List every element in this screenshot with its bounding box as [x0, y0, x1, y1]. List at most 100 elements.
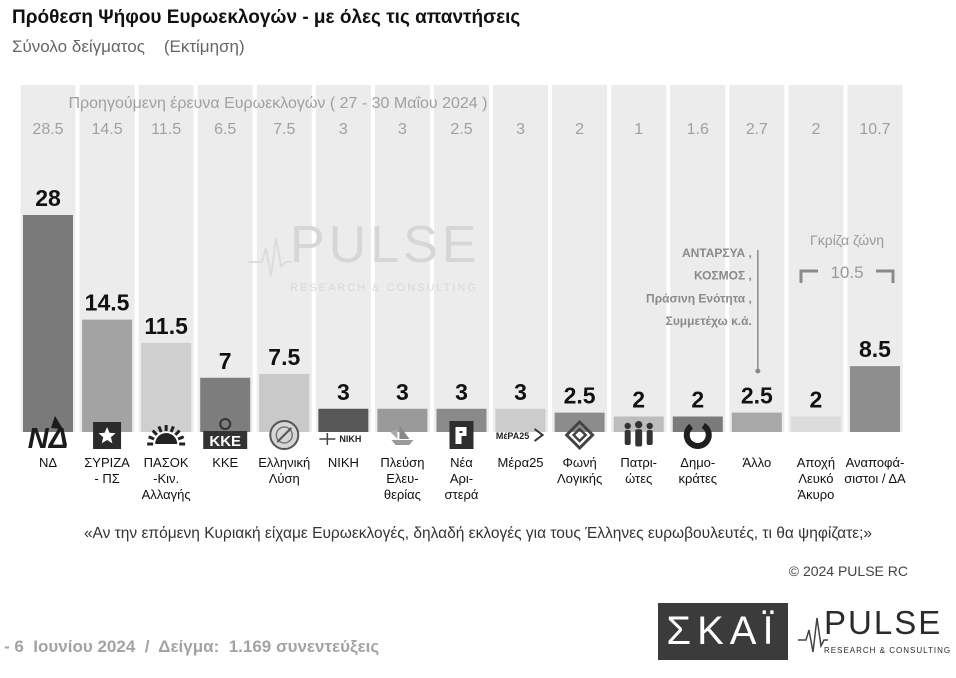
dimokrates-logo	[683, 421, 712, 449]
grey-zone-bracket-left	[799, 269, 818, 283]
value-label: 28	[35, 185, 61, 211]
category-label: ΝΔ	[38, 455, 58, 470]
bar	[377, 408, 428, 432]
figure-head	[635, 420, 643, 429]
previous-value: 2	[811, 121, 820, 138]
sun-ray	[157, 425, 163, 433]
watermark-text: PULSE	[290, 216, 481, 274]
previous-values: 28.5 14.5 11.5 6.5 7.5 3 3 2.5 3 2 1 1.6 2.7 2 10.7	[32, 121, 890, 138]
heartbeat-icon	[798, 617, 828, 653]
figure-body	[635, 429, 643, 447]
value-label: 2.5	[741, 383, 773, 409]
category-label: ΠΑΣΟΚ -Κιν. Αλλαγής	[141, 455, 191, 502]
previous-value: 10.7	[859, 121, 890, 138]
logo-mark-cut	[459, 431, 463, 433]
sun-ray	[148, 435, 155, 441]
boat-hull	[391, 440, 414, 445]
boat-sail	[390, 429, 398, 439]
previous-value: 2.5	[450, 121, 472, 138]
column-band	[552, 85, 608, 432]
value-label: 3	[396, 379, 409, 405]
patriotes-logo	[624, 420, 653, 447]
ring-shape	[683, 421, 712, 449]
category-label: Αναποφά- σιστοι / ΔΑ	[844, 455, 906, 486]
category-label: Μέρα25	[497, 455, 544, 470]
figure-body	[646, 430, 653, 445]
logo-text: ΜέΡΑ25	[496, 431, 529, 441]
column-band	[433, 85, 489, 432]
nd-flame-shape	[51, 416, 63, 429]
category-label: Πλεύση Ελευ- θερίας	[380, 455, 425, 502]
watermark-tagline: RESEARCH & CONSULTING	[290, 282, 478, 294]
value-label: 7.5	[268, 344, 300, 370]
bar-chart: PULSE RESEARCH & CONSULTING Προηγούμενη …	[20, 85, 903, 455]
category-label: ΚΚΕ	[212, 455, 239, 470]
column-band	[493, 85, 549, 432]
bars	[23, 215, 900, 432]
copyright: © 2024 PULSE RC	[788, 563, 908, 579]
category-label: ΣΥΡΙΖΑ - ΠΣ	[84, 455, 130, 486]
skai-logo: ΣΚΑΪ	[658, 603, 788, 660]
hammer-sickle-shape	[219, 418, 232, 430]
bar	[849, 366, 900, 432]
previous-value: 7.5	[273, 121, 295, 138]
nd-logo: ΝΔ	[28, 416, 68, 455]
category-label: Άλλο	[742, 455, 772, 470]
grey-zone-bracket-right	[876, 269, 895, 283]
diamond-inner	[571, 427, 588, 443]
value-label: 14.5	[85, 290, 130, 316]
logo-text: ΚΚΕ	[209, 433, 241, 450]
arrow-shape	[533, 428, 545, 442]
bar	[672, 416, 723, 432]
foni-logikis-logo	[564, 419, 595, 451]
logo-background	[203, 431, 248, 449]
pasok-logo	[147, 425, 186, 446]
sun-shape	[155, 433, 178, 444]
pulse-logo-tagline: RESEARCH & CONSULTING	[824, 646, 952, 655]
logo-mark	[455, 427, 467, 444]
value-label: 2	[691, 387, 704, 413]
bar	[495, 408, 546, 432]
category-label: Ελληνική Λύση	[258, 455, 311, 486]
previous-value: 28.5	[32, 121, 63, 138]
bar	[436, 408, 487, 432]
value-label: 7	[219, 348, 232, 374]
previous-value: 3	[516, 121, 525, 138]
boat-sail	[399, 425, 410, 439]
pulse-logo-text: PULSE	[824, 604, 943, 641]
previous-value: 1.6	[687, 121, 709, 138]
bar	[790, 416, 841, 432]
elliniki-lysi-logo	[269, 420, 300, 450]
previous-value: 2.7	[746, 121, 768, 138]
bar	[200, 377, 251, 432]
previous-value: 14.5	[91, 121, 122, 138]
column-band	[788, 85, 844, 432]
annotation-line: Συμμετέχω κ.ά.	[666, 314, 752, 328]
previous-survey-label: Προηγούμενη έρευνα Ευρωεκλογών ( 27 - 30…	[69, 95, 488, 112]
category-label: ΝΙΚΗ	[327, 455, 359, 470]
other-annotation: ΑΝΤΑΡΣΥΑ , ΚΟΣΜΟΣ , Πράσινη Ενότητα , Συμμε…	[646, 246, 761, 374]
sun-ray	[177, 435, 185, 441]
syriza-logo	[93, 422, 122, 449]
previous-value: 6.5	[214, 121, 236, 138]
annotation-line: Πράσινη Ενότητα ,	[646, 291, 752, 305]
category-label: Νέα Αρι- στερά	[444, 455, 479, 502]
category-labels: ΝΔ ΣΥΡΙΖΑ - ΠΣ ΠΑΣΟΚ -Κιν. Αλλαγής ΚΚΕ Ελλην…	[38, 455, 906, 502]
previous-value: 1	[634, 121, 643, 138]
kke-logo: ΚΚΕ	[203, 418, 248, 450]
grey-zone: Γκρίζα ζώνη 10.5	[799, 232, 895, 283]
grey-zone-value: 10.5	[830, 263, 863, 282]
annotation-line: ΑΝΤΑΡΣΥΑ ,	[682, 246, 752, 260]
value-label: 3	[337, 379, 350, 405]
previous-value: 3	[398, 121, 407, 138]
survey-question: «Αν την επόμενη Κυριακή είχαμε Ευρωεκλογ…	[83, 525, 873, 542]
niki-logo: ΝΙΚΗ	[319, 433, 361, 445]
pulse-watermark: PULSE RESEARCH & CONSULTING	[248, 216, 481, 294]
annotation-leader-dot	[755, 368, 761, 374]
column-band	[670, 85, 726, 432]
sun-ray	[151, 429, 159, 436]
previous-value: 3	[339, 121, 348, 138]
grey-zone-label: Γκρίζα ζώνη	[810, 232, 884, 248]
column-band	[315, 85, 371, 432]
star-shape	[98, 427, 116, 444]
